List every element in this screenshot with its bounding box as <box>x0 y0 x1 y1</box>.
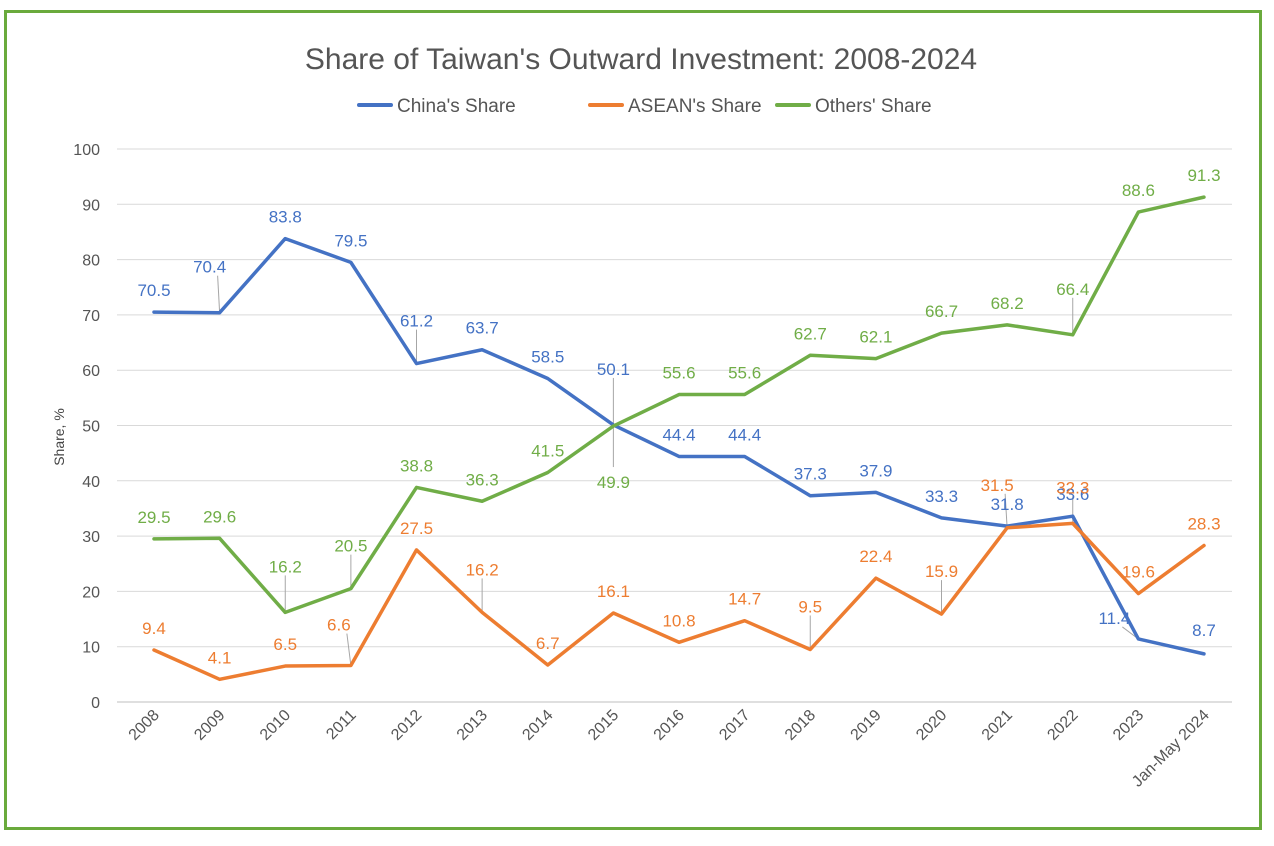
x-tick-label: 2020 <box>913 707 950 744</box>
y-tick-label: 70 <box>82 308 100 325</box>
x-tick-label: 2015 <box>585 707 622 744</box>
series-line <box>152 195 1206 615</box>
x-tick-label: 2016 <box>651 707 688 744</box>
data-label: 27.5 <box>400 519 433 538</box>
y-tick-label: 40 <box>82 474 100 491</box>
data-label: 88.6 <box>1122 181 1155 200</box>
data-label: 37.9 <box>859 461 892 480</box>
data-label: 44.4 <box>662 425 695 444</box>
legend: China's Share ASEAN's Share Others' Share <box>357 96 932 117</box>
data-labels: 70.5 70.4 83.8 79.5 61.2 63.7 58.5 50.1 44.4 44.4… <box>137 166 1220 667</box>
leader-line <box>346 633 352 666</box>
data-label: 66.4 <box>1056 280 1089 299</box>
y-axis-ticks: 0 10 20 30 40 50 60 70 80 90 100 <box>73 142 100 712</box>
data-label: 70.5 <box>137 281 170 300</box>
y-tick-label: 30 <box>82 529 100 546</box>
data-label: 63.7 <box>466 319 499 338</box>
data-label: 6.7 <box>536 634 560 653</box>
data-label: 36.3 <box>466 470 499 489</box>
data-label: 49.9 <box>597 473 630 492</box>
x-tick-label: 2013 <box>454 707 491 744</box>
x-tick-label: 2021 <box>979 707 1016 744</box>
data-label: 55.6 <box>662 364 695 383</box>
data-label: 11.4 <box>1098 609 1130 628</box>
y-tick-label: 100 <box>73 142 100 159</box>
data-label: 20.5 <box>334 537 367 556</box>
data-label: 22.4 <box>859 547 892 566</box>
data-label: 15.9 <box>925 562 958 581</box>
leader-line <box>1004 493 1008 528</box>
data-label: 37.3 <box>794 465 827 484</box>
y-tick-label: 20 <box>82 584 100 601</box>
x-tick-label: 2011 <box>323 707 359 743</box>
data-label: 83.8 <box>269 208 302 227</box>
data-label: 19.6 <box>1122 563 1155 582</box>
data-label: 14.7 <box>728 590 761 609</box>
x-tick-label: 2009 <box>191 707 228 744</box>
series-line <box>152 521 1206 682</box>
data-label: 33.3 <box>925 487 958 506</box>
leader-lines <box>217 275 1139 666</box>
data-label: 10.8 <box>662 611 695 630</box>
y-tick-label: 50 <box>82 419 100 436</box>
x-tick-label: 2014 <box>519 707 556 744</box>
x-tick-label: 2023 <box>1110 707 1147 744</box>
x-tick-label: 2022 <box>1044 707 1081 744</box>
data-label: 41.5 <box>531 442 564 461</box>
legend-entry: ASEAN's Share <box>628 96 762 117</box>
data-label: 33.6 <box>1056 485 1089 504</box>
data-label: 44.4 <box>728 425 761 444</box>
x-tick-label: 2018 <box>782 707 819 744</box>
data-label: 58.5 <box>531 347 564 366</box>
data-label: 8.7 <box>1192 621 1216 640</box>
data-label: 31.5 <box>981 476 1014 495</box>
y-tick-label: 80 <box>82 253 100 270</box>
series-lines <box>152 195 1206 682</box>
data-label: 55.6 <box>728 364 761 383</box>
data-label: 9.4 <box>142 619 166 638</box>
y-tick-label: 90 <box>82 197 100 214</box>
chart-title: Share of Taiwan's Outward Investment: 20… <box>305 43 977 76</box>
y-tick-label: 0 <box>91 695 100 712</box>
data-label: 62.7 <box>794 324 827 343</box>
data-label: 38.8 <box>400 456 433 475</box>
data-label: 29.6 <box>203 507 236 526</box>
data-label: 32.3 <box>1056 478 1089 497</box>
data-label: 6.6 <box>327 616 351 635</box>
chart-frame: Share of Taiwan's Outward Investment: 20… <box>4 10 1262 830</box>
y-axis-title: Share, % <box>51 408 67 466</box>
data-label: 4.1 <box>208 648 232 667</box>
leader-line <box>217 275 221 313</box>
data-label: 66.7 <box>925 302 958 321</box>
data-label: 29.5 <box>137 508 170 527</box>
legend-entry: China's Share <box>397 96 516 117</box>
y-tick-label: 60 <box>82 363 100 380</box>
x-tick-label: 2010 <box>257 707 294 744</box>
data-label: 16.2 <box>269 557 302 576</box>
data-label: 61.2 <box>400 312 433 331</box>
line-chart: Share of Taiwan's Outward Investment: 20… <box>51 43 1232 791</box>
data-label: 70.4 <box>193 258 226 277</box>
legend-entry: Others' Share <box>815 96 932 117</box>
data-label: 62.1 <box>859 328 892 347</box>
data-label: 9.5 <box>798 597 822 616</box>
data-label: 79.5 <box>334 231 367 250</box>
y-tick-label: 10 <box>82 640 100 657</box>
x-axis-ticks: 2008 2009 2010 2011 2012 2013 2014 2015 2016 2017… <box>126 707 1213 791</box>
gridlines <box>117 148 1232 703</box>
x-tick-label: 2012 <box>388 707 425 744</box>
x-tick-label: 2017 <box>716 707 753 744</box>
data-label: 31.8 <box>991 495 1024 514</box>
data-label: 50.1 <box>597 360 630 379</box>
x-tick-label: 2019 <box>848 707 885 744</box>
data-label: 68.2 <box>991 294 1024 313</box>
data-label: 16.1 <box>597 582 630 601</box>
series-line <box>152 236 1206 656</box>
x-tick-label: 2008 <box>126 707 163 744</box>
data-label: 6.5 <box>273 635 297 654</box>
data-label: 28.3 <box>1187 515 1220 534</box>
data-label: 16.2 <box>466 560 499 579</box>
data-label: 91.3 <box>1187 166 1220 185</box>
